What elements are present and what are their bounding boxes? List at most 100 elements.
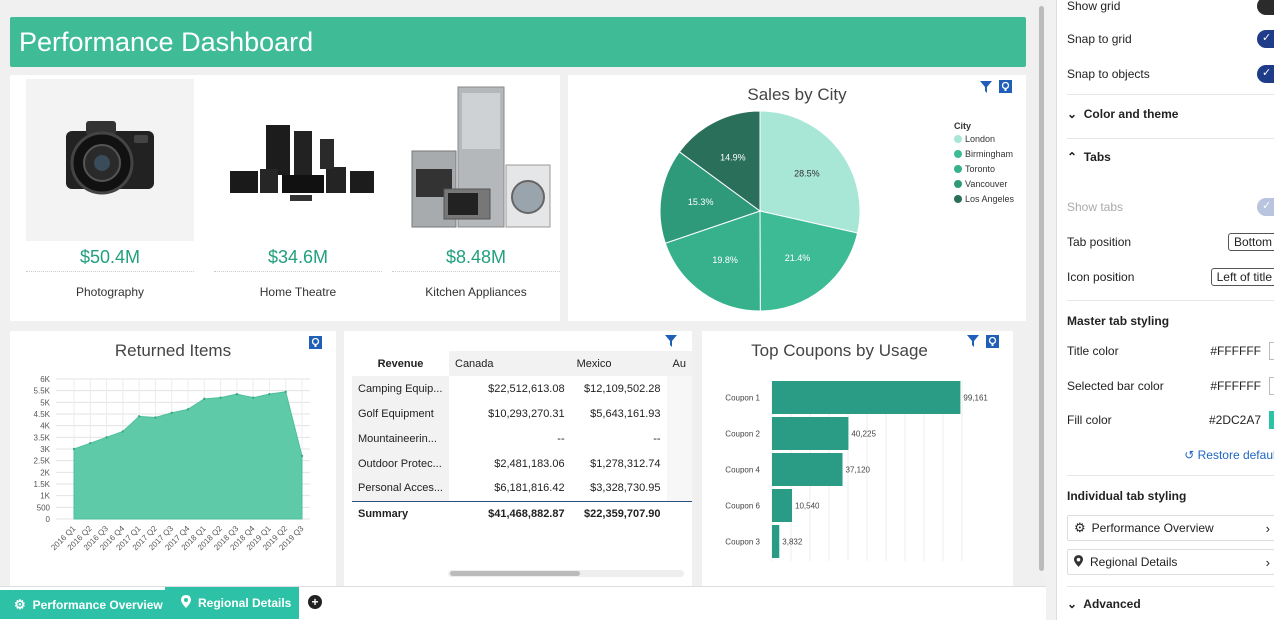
tab-styling-performance-overview[interactable]: ⚙ Performance Overview › [1067,515,1274,541]
legend-item[interactable]: Los Angeles [954,191,1014,206]
advanced-section[interactable]: ⌄ Advanced [1067,597,1141,611]
slice-label: 19.8% [712,255,738,265]
selected-bar-color-swatch[interactable] [1269,377,1274,395]
filter-icon[interactable] [966,334,980,348]
color-theme-section[interactable]: ⌄ Color and theme [1067,107,1178,121]
bar[interactable] [772,453,843,486]
product-home-theatre[interactable]: $34.6M Home Theatre [214,75,382,315]
vertical-scrollbar[interactable] [1036,0,1046,586]
product-kitchen-appliances[interactable]: $8.48M Kitchen Appliances [392,75,560,315]
restore-icon: ↺ [1184,448,1195,462]
link-label: Restore defaults [1197,448,1274,462]
top-coupons-panel[interactable]: Top Coupons by Usage Coupon 1 99,161 Coupo… [702,331,1013,587]
snap-to-grid-label: Snap to grid [1067,32,1132,46]
table-cell [666,500,692,526]
area-series [73,391,303,520]
horizontal-scrollbar[interactable] [448,570,684,577]
bar[interactable] [772,417,849,450]
restore-defaults-link[interactable]: ↺ Restore defaults [1184,448,1274,462]
table-row[interactable]: Outdoor Protec... $2,481,183.06 $1,278,3… [352,451,692,476]
revenue-crosstab-panel[interactable]: Revenue Canada Mexico Au Camping Equip..… [344,331,692,587]
legend-label: London [965,133,996,144]
tabs-section[interactable]: ⌃ Tabs [1067,150,1111,164]
filter-icon[interactable] [979,80,993,94]
insight-icon[interactable] [986,335,999,348]
pie-chart[interactable]: 28.5% 21.4% 19.8% 15.3% 14.9% [658,109,862,313]
returned-items-panel[interactable]: Returned Items 0 500 1K 1.5K 2K 2.5K 3K 3.5K 4K 4… [10,331,336,587]
bar[interactable] [772,489,793,522]
product-kpi-panel[interactable]: $50.4M Photography $34.6M H [10,75,560,321]
insight-icon[interactable] [309,336,322,349]
y-tick-label: 5K [40,398,50,407]
fill-color-value[interactable]: #2DC2A7 [1208,413,1261,427]
row-header[interactable]: Mountaineerin... [352,426,449,451]
legend-item[interactable]: London [954,131,1014,146]
column-header[interactable]: Mexico [570,351,667,376]
pie-slice[interactable] [759,110,861,234]
chevron-right-icon: › [1265,554,1270,570]
table-row[interactable]: Golf Equipment $10,293,270.31 $5,643,161… [352,401,692,426]
scrollbar-thumb[interactable] [1039,6,1044,571]
camera-image [26,79,194,241]
tab-performance-overview[interactable]: ⚙ Performance Overview [0,587,165,619]
tab-regional-details[interactable]: Regional Details [165,587,299,619]
product-photography[interactable]: $50.4M Photography [26,75,194,315]
area-chart[interactable]: 05001K1.5K2K2.5K3K3.5K4K4.5K5K5.5K6K2016… [10,369,336,587]
dashboard-header[interactable]: Performance Dashboard [10,17,1026,67]
y-tick-label: 3K [40,445,50,454]
row-header[interactable]: Camping Equip... [352,376,449,401]
row-header[interactable]: Personal Acces... [352,476,449,501]
data-point [170,411,173,415]
data-label: 37,120 [846,466,871,475]
snap-to-grid-toggle[interactable]: ✓ [1257,30,1274,48]
legend-item[interactable]: Toronto [954,161,1014,176]
slice-label: 28.5% [794,169,820,179]
divider [1067,475,1274,476]
select-value: Left of title [1216,270,1272,284]
selected-bar-color-row: Selected bar color #FFFFFF [1067,376,1274,396]
pie-slice[interactable] [678,110,761,212]
chevron-down-icon: ⌄ [1067,597,1078,611]
table-row[interactable]: Mountaineerin... -- -- [352,426,692,451]
summary-row[interactable]: Summary $41,468,882.87 $22,359,707.90 [352,500,692,526]
show-tabs-label: Show tabs [1067,200,1124,214]
table-corner: Revenue [352,351,449,376]
tab-position-select[interactable]: Bottom⇕ [1227,233,1274,251]
table-cell: -- [557,432,565,445]
selected-bar-color-value[interactable]: #FFFFFF [1210,379,1261,393]
insight-icon[interactable] [999,80,1012,93]
sales-by-city-panel[interactable]: Sales by City 28.5% 21.4% 19.8% 15.3% 14.9% … [568,75,1026,321]
scrollbar-thumb[interactable] [450,571,580,576]
icon-position-select[interactable]: Left of title⇕ [1210,268,1274,286]
pie-slice[interactable] [759,210,859,312]
tab-position-row: Tab position Bottom⇕ [1067,232,1274,252]
title-color-value[interactable]: #FFFFFF [1210,344,1261,358]
title-color-swatch[interactable] [1269,342,1274,360]
legend-item[interactable]: Birmingham [954,146,1014,161]
show-grid-toggle[interactable] [1257,0,1274,15]
filter-icon[interactable] [664,334,678,348]
column-header[interactable]: Canada [449,351,571,376]
category-label: Coupon 4 [725,466,760,475]
y-tick-label: 3.5K [34,433,51,442]
bar[interactable] [772,381,961,414]
tab-styling-regional-details[interactable]: Regional Details › [1067,549,1274,575]
pie-slice[interactable] [659,151,762,244]
product-value: $8.48M [445,247,507,267]
table-row[interactable]: Personal Acces... $6,181,816.42 $3,328,7… [352,476,692,501]
row-header[interactable]: Outdoor Protec... [352,451,449,476]
add-tab-icon[interactable]: + [308,595,322,609]
column-header[interactable]: Au [666,351,692,376]
legend-item[interactable]: Vancouver [954,176,1014,191]
row-header[interactable]: Golf Equipment [352,401,449,426]
bar-chart[interactable]: Coupon 1 99,161 Coupon 2 40,225 Coupon 4 37,1… [702,371,1013,571]
pie-slice[interactable] [664,210,761,312]
data-point [203,397,206,401]
title-color-row: Title color #FFFFFF [1067,341,1274,361]
fill-color-swatch[interactable] [1269,411,1274,429]
bar[interactable] [772,525,780,558]
show-tabs-toggle[interactable]: ✓ [1257,198,1274,216]
snap-to-objects-toggle[interactable]: ✓ [1257,65,1274,83]
snap-to-grid-row: Snap to grid ✓ [1067,29,1274,49]
table-row[interactable]: Camping Equip... $22,512,613.08 $12,109,… [352,376,692,401]
